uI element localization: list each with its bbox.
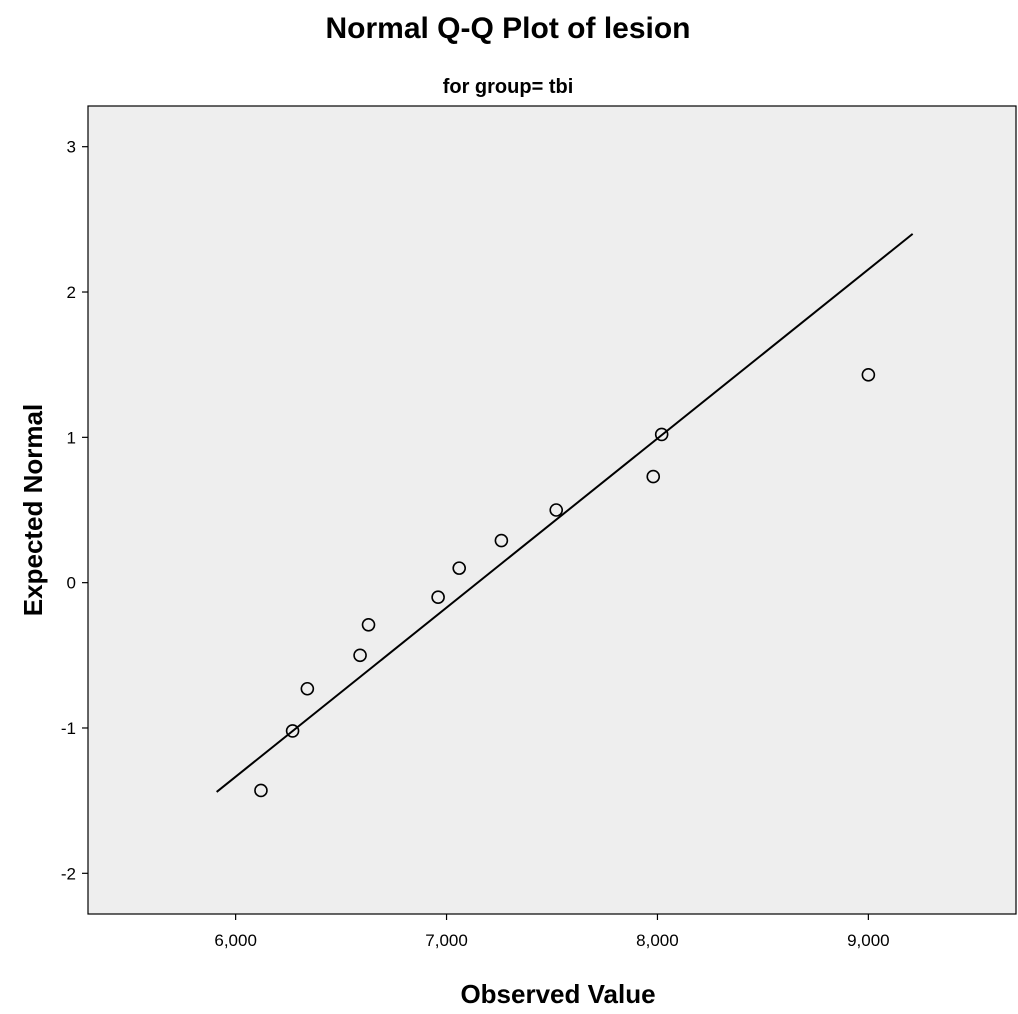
x-tick-label: 6,000	[214, 931, 257, 950]
y-tick-label: 2	[67, 283, 76, 302]
data-point	[285, 724, 300, 738]
y-tick-label: 0	[67, 574, 76, 593]
data-point	[452, 561, 467, 575]
x-tick-label: 8,000	[636, 931, 679, 950]
chart-subtitle: for group= tbi	[443, 76, 574, 98]
data-points	[254, 368, 876, 798]
data-point	[361, 618, 376, 632]
y-tick-label: -1	[61, 719, 76, 738]
data-point	[353, 648, 367, 663]
x-axis-title: Observed Value	[460, 979, 655, 1009]
data-point	[861, 368, 876, 382]
y-axis-ticks: -2 -1 0 1 2 3	[61, 138, 88, 883]
y-tick-label: 1	[67, 428, 76, 447]
chart-title: Normal Q-Q Plot of lesion	[325, 12, 690, 45]
reference-line-group	[216, 233, 914, 793]
data-point	[431, 590, 445, 604]
data-point	[254, 783, 268, 798]
data-point	[646, 469, 661, 484]
data-point	[549, 503, 564, 517]
reference-line	[216, 233, 914, 793]
y-tick-label: 3	[67, 138, 76, 157]
x-tick-label: 9,000	[847, 931, 890, 950]
data-point	[300, 681, 315, 696]
plot-area	[87, 105, 1017, 915]
x-axis-ticks: 6,000 7,000 8,000 9,000	[214, 914, 890, 950]
data-point	[654, 427, 669, 442]
y-tick-label: -2	[61, 864, 76, 883]
data-point	[494, 533, 509, 548]
x-tick-label: 7,000	[425, 931, 468, 950]
y-axis-title: Expected Normal	[18, 404, 48, 616]
